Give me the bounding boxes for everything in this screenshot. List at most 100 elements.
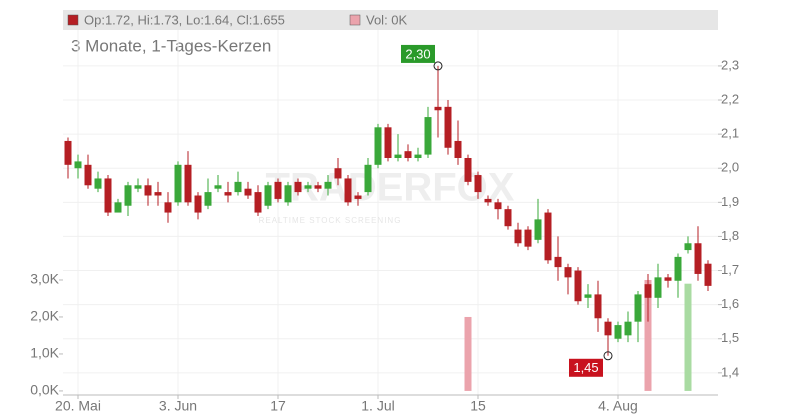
extreme-marker: [603, 351, 613, 361]
candle-body: [334, 168, 342, 179]
grid: [63, 30, 718, 395]
candle-body: [274, 181, 282, 199]
candle-body: [384, 127, 392, 158]
subtitle: 3 Monate, 1-Tages-Kerzen: [71, 36, 271, 55]
candle-body: [134, 185, 142, 189]
candle-body: [324, 181, 332, 189]
candle-body: [424, 117, 432, 155]
candle-body: [684, 243, 692, 251]
candle-body: [204, 192, 212, 206]
y-tick-label: 2,0: [721, 160, 739, 175]
candle-body: [534, 219, 542, 240]
header-bar: [63, 10, 718, 30]
volume-bar: [684, 283, 692, 391]
volume-bar: [644, 279, 652, 391]
candle-body: [294, 181, 302, 193]
candle-body: [604, 321, 612, 336]
candle-body: [144, 185, 152, 196]
y-tick-label: 1,4: [721, 364, 739, 379]
candle-body: [434, 106, 442, 111]
candle-body: [454, 140, 462, 158]
y-tick-label: 1,7: [721, 262, 739, 277]
candle-body: [254, 192, 262, 213]
annotation-box: [401, 44, 435, 63]
candle-body: [94, 178, 102, 189]
candle-body: [544, 212, 552, 261]
candle-body: [574, 270, 582, 302]
candle-body: [614, 325, 622, 339]
candle-body: [164, 202, 172, 213]
legend-swatch: [349, 14, 361, 26]
candle-body: [354, 195, 362, 199]
x-tick-label: 15: [470, 398, 486, 414]
volume-readout: Vol: 0K: [366, 12, 408, 27]
volume-bar: [464, 316, 472, 391]
candle-body: [234, 181, 242, 193]
candle-body: [634, 294, 642, 322]
candle-body: [114, 202, 122, 213]
candle-body: [364, 164, 372, 193]
ohlc-readout: Op:1.72, Hi:1.73, Lo:1.64, Cl:1.655: [84, 12, 285, 27]
y-tick-label: 1,5: [721, 330, 739, 345]
candle-body: [584, 294, 592, 298]
candle-body: [464, 157, 472, 182]
candle-body: [104, 178, 112, 213]
annotation-box: [569, 358, 603, 377]
annotation-label: 2,30: [405, 46, 430, 61]
candle-body: [194, 195, 202, 213]
candle-body: [344, 178, 352, 203]
candle-body: [644, 284, 652, 298]
x-tick-label: 3. Jun: [159, 398, 197, 414]
y2-tick-label: 2,0K: [30, 308, 59, 324]
candle-body: [244, 188, 252, 196]
candle-body: [444, 106, 452, 148]
candle-body: [494, 202, 502, 210]
candle-body: [184, 164, 192, 203]
x-tick-label: 1. Jul: [361, 398, 394, 414]
candle-body: [484, 198, 492, 203]
candle-body: [64, 140, 72, 165]
candle-body: [414, 154, 422, 158]
candle-body: [404, 151, 412, 158]
candle-body: [394, 154, 402, 158]
candle-body: [694, 243, 702, 274]
candle-body: [224, 192, 232, 196]
candle-body: [154, 192, 162, 196]
y-tick-label: 2,2: [721, 91, 739, 106]
candle-body: [504, 209, 512, 227]
y-tick-label: 1,8: [721, 228, 739, 243]
candle-body: [74, 161, 82, 169]
candle-body: [594, 294, 602, 319]
y-tick-label: 1,9: [721, 194, 739, 209]
y-tick-label: 2,3: [721, 57, 739, 72]
candle-body: [214, 185, 222, 189]
legend-swatch: [67, 14, 79, 26]
candle-body: [84, 164, 92, 186]
candle-body: [124, 185, 132, 206]
candle-body: [174, 164, 182, 203]
candle-body: [554, 256, 562, 268]
x-tick-label: 17: [270, 398, 286, 414]
candle-body: [474, 175, 482, 193]
x-tick-label: 20. Mai: [55, 398, 101, 414]
candle-body: [664, 277, 672, 281]
candle-body: [514, 229, 522, 244]
y2-tick-label: 3,0K: [30, 271, 59, 287]
candle-body: [374, 127, 382, 165]
y-tick-label: 1,6: [721, 296, 739, 311]
candle-body: [284, 185, 292, 203]
candle-body: [314, 185, 322, 189]
candle-body: [674, 256, 682, 281]
candle-body: [654, 277, 662, 298]
y2-tick-label: 1,0K: [30, 345, 59, 361]
y-tick-label: 2,1: [721, 126, 739, 141]
candle-body: [704, 263, 712, 286]
x-tick-label: 4. Aug: [598, 398, 638, 414]
candle-body: [304, 185, 312, 189]
watermark-tagline: REALTIME STOCK SCREENING: [259, 216, 402, 225]
y2-tick-label: 0,0K: [30, 382, 59, 398]
candle-body: [524, 229, 532, 247]
candle-body: [564, 267, 572, 278]
candle-body: [264, 185, 272, 206]
